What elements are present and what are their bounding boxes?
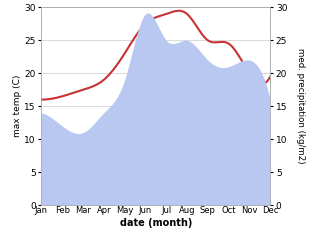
- Y-axis label: med. precipitation (kg/m2): med. precipitation (kg/m2): [296, 48, 305, 164]
- Y-axis label: max temp (C): max temp (C): [12, 75, 22, 137]
- X-axis label: date (month): date (month): [120, 218, 192, 228]
